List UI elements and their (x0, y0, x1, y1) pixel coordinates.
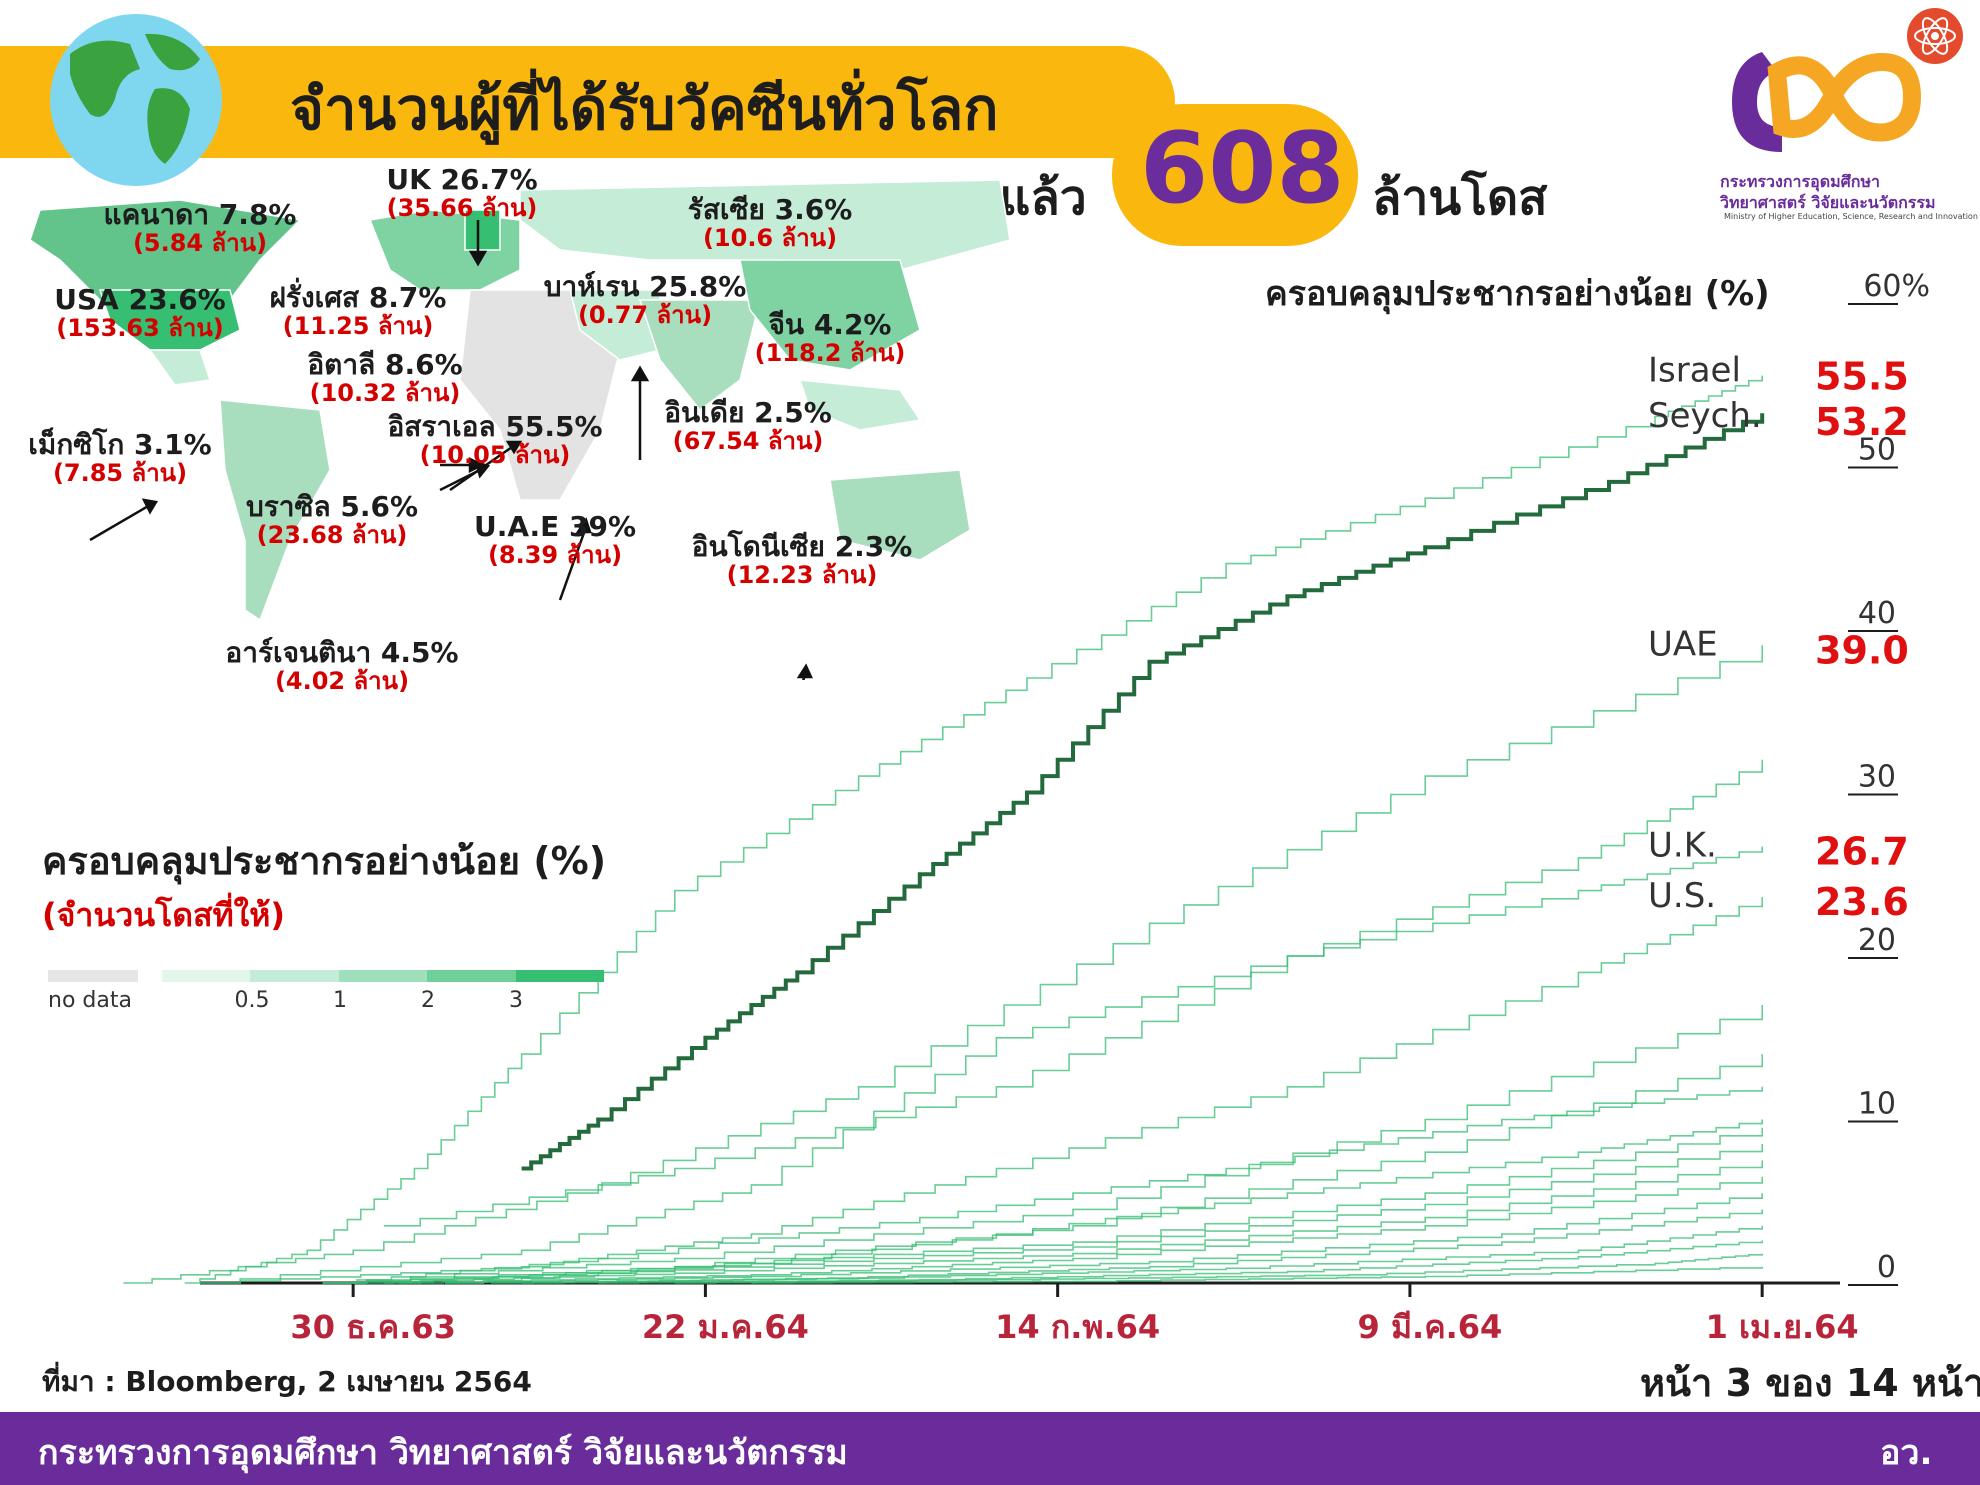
series-line-2 (123, 645, 1763, 1284)
country-label-uae: U.A.E 39% (8.39 ล้าน) (473, 510, 637, 569)
y-tick-label-0: 0 (1877, 1250, 1896, 1285)
x-tick-label-0: 30 ธ.ค.63 (290, 1308, 455, 1346)
country-label-israel: อิสราเอล 55.5% (10.05 ล้าน) (387, 410, 603, 469)
source-note: ที่มา : Bloomberg, 2 เมษายน 2564 (42, 1365, 532, 1398)
country-label-russia: รัสเซีย 3.6% (10.6 ล้าน) (687, 193, 853, 252)
country-label-italy: อิตาลี 8.6% (10.32 ล้าน) (307, 348, 463, 407)
country-label-india: อินเดีย 2.5% (67.54 ล้าน) (664, 396, 832, 455)
series-value-label-4: 26.7 (1815, 829, 1909, 873)
series-line-18 (322, 1086, 1763, 1284)
globe-icon (50, 14, 222, 186)
legend-tick-0: 0.5 (234, 988, 270, 1013)
total-value: 608 (1140, 112, 1345, 226)
country-label-brazil: บราซิล 5.6% (23.68 ล้าน) (245, 490, 419, 549)
series-name-label-4: U.K. (1648, 825, 1717, 865)
country-label-china: จีน 4.2% (118.2 ล้าน) (754, 308, 906, 367)
legend-tick-3: 3 (509, 988, 523, 1013)
legend-swatch-0 (162, 970, 251, 982)
legend-tick-1: 1 (333, 988, 347, 1013)
series-name-label-2: UAE (1648, 624, 1718, 664)
series-value-label-0: 55.5 (1815, 355, 1909, 399)
series-line-7 (445, 1054, 1763, 1284)
y-tick-label-5: 50 (1858, 433, 1896, 468)
x-tick-label-1: 22 ม.ค.64 (642, 1308, 809, 1346)
y-tick-label-3: 30 (1858, 760, 1896, 795)
logo-line3: Ministry of Higher Education, Science, R… (1724, 212, 1978, 221)
legend-no-data-label: no data (48, 988, 132, 1013)
page-indicator: หน้า 3 ของ 14 หน้า (1640, 1361, 1980, 1405)
x-tick-label-2: 14 ก.พ.64 (995, 1308, 1160, 1346)
country-label-bahrain: บาห์เรน 25.8% (0.77 ล้าน) (543, 270, 747, 329)
series-line-17 (751, 1266, 1763, 1284)
x-tick-label-3: 9 มี.ค.64 (1358, 1308, 1503, 1346)
country-label-mexico: เม็กซิโก 3.1% (7.85 ล้าน) (28, 428, 212, 487)
vaccination-line-chart: 30 ธ.ค.63 22 ม.ค.64 14 ก.พ.64 9 มี.ค.64 1 เม… (123, 269, 1930, 1346)
country-label-france: ฝรั่งเศส 8.7% (11.25 ล้าน) (269, 281, 447, 340)
page-title: จำนวนผู้ที่ได้รับวัคซีนทั่วโลก (290, 75, 999, 143)
series-line-5 (200, 897, 1763, 1284)
footer-bar (0, 1412, 1980, 1485)
total-suffix: ล้านโดส (1372, 170, 1548, 226)
series-line-4 (200, 846, 1763, 1284)
series-value-label-1: 53.2 (1815, 400, 1909, 444)
series-line-10 (353, 1160, 1763, 1284)
series-line-16 (674, 1253, 1763, 1284)
series-name-label-0: Israel (1648, 351, 1741, 391)
footer-abbr: อว. (1880, 1433, 1933, 1473)
series-line-0 (184, 375, 1763, 1284)
series-line-19 (383, 1119, 1763, 1284)
x-tick-label-4: 1 เม.ย.64 (1706, 1308, 1859, 1346)
series-line-12 (445, 1193, 1763, 1284)
world-map (29, 180, 1011, 680)
map-arrows (89, 220, 813, 680)
series-line-3 (383, 759, 1763, 1227)
series-name-label-1: Seych. (1648, 396, 1762, 436)
legend-subtitle: (จำนวนโดสที่ให้) (42, 896, 285, 934)
y-tick-label-2: 20 (1858, 923, 1896, 958)
legend-title: ครอบคลุมประชากรอย่างน้อย (%) (42, 839, 607, 883)
country-label-canada: แคนาดา 7.8% (5.84 ล้าน) (103, 198, 297, 257)
legend-swatch-no-data (48, 970, 138, 982)
total-badge (1112, 104, 1358, 246)
series-value-label-2: 39.0 (1815, 628, 1909, 672)
country-label-uk: UK 26.7% (35.66 ล้าน) (386, 163, 538, 222)
country-label-argentina: อาร์เจนตินา 4.5% (4.02 ล้าน) (225, 636, 459, 695)
legend-swatch-3 (427, 970, 516, 982)
series-line-14 (521, 1225, 1763, 1284)
y-tick-label-6: 60% (1863, 269, 1930, 304)
country-label-indonesia: อินโดนีเซีย 2.3% (12.23 ล้าน) (691, 530, 913, 589)
country-label-usa: USA 23.6% (153.63 ล้าน) (54, 283, 226, 342)
map-landmasses (29, 180, 1011, 622)
series-line-11 (399, 1176, 1763, 1284)
logo-line1: กระทรวงการอุดมศึกษา (1720, 172, 1880, 191)
series-line-1 (521, 413, 1765, 1171)
legend-swatch-2 (338, 970, 428, 982)
footer-ministry: กระทรวงการอุดมศึกษา วิทยาศาสตร์ วิจัยและ… (38, 1433, 848, 1473)
logo-line2: วิทยาศาสตร์ วิจัยและนวัตกรรม (1720, 193, 1936, 212)
legend-tick-2: 2 (421, 988, 435, 1013)
ministry-logo (1722, 42, 1922, 166)
y-tick-label-1: 10 (1858, 1087, 1896, 1122)
y-tick-label-4: 40 (1858, 596, 1896, 631)
atom-icon (1905, 6, 1965, 70)
legend-swatch-1 (250, 970, 339, 982)
series-name-label-5: U.S. (1648, 876, 1716, 916)
series-line-6 (322, 1005, 1763, 1284)
series-line-9 (322, 1144, 1763, 1284)
legend-color-ramp (162, 970, 604, 982)
series-value-label-5: 23.6 (1815, 880, 1909, 924)
chart-title: ครอบคลุมประชากรอย่างน้อย (%) (1265, 274, 1770, 314)
legend-swatch-4 (515, 970, 604, 982)
